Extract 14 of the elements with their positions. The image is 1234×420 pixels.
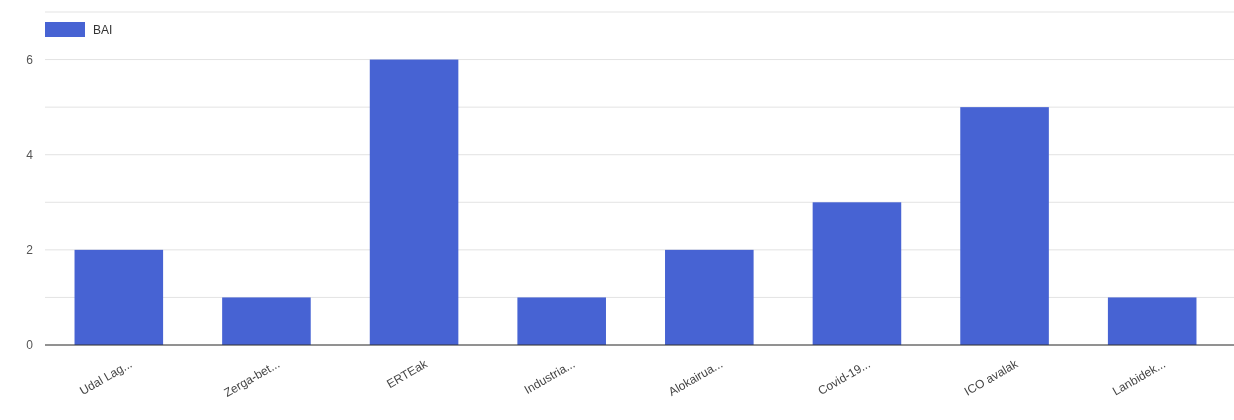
y-tick-label: 2 [26,243,34,258]
x-tick-label: Udal Lag... [77,356,135,398]
legend-label: BAI [93,22,113,37]
bar [74,249,164,345]
bar [222,297,311,345]
bar [812,202,902,345]
y-tick-label: 4 [26,147,34,162]
y-tick-label: 0 [26,338,34,353]
bar [369,59,459,345]
bar [517,297,606,345]
y-tick-label: 6 [26,52,34,67]
bar [665,249,754,345]
bar [1107,297,1197,345]
bar [960,107,1049,345]
